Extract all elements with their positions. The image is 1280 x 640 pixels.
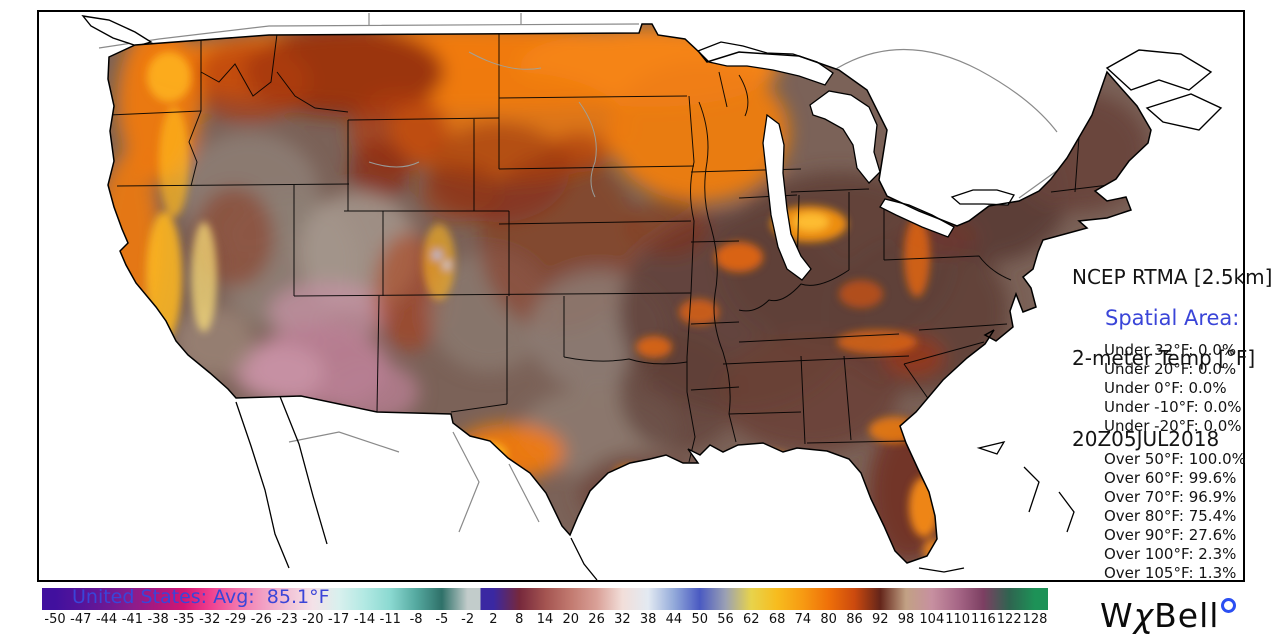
logo-bell: Bell xyxy=(1154,596,1220,635)
lake-erie xyxy=(879,198,955,238)
stat-line: Over 70°F: 96.9% xyxy=(1104,488,1237,506)
colorbar-label: -32 xyxy=(199,612,221,627)
colorbar-label: 20 xyxy=(562,612,580,627)
stat-line: Over 80°F: 75.4% xyxy=(1104,507,1237,525)
colorbar-label: 26 xyxy=(588,612,605,627)
colorbar-label: 74 xyxy=(794,612,812,627)
colorbar-label: 128 xyxy=(1022,612,1048,627)
spatial-stats-under: Under 32°F: 0.0% Under 20°F: 0.0% Under 0°… xyxy=(1104,341,1242,436)
us-summary: United States: Avg: 85.1°F Min: 40.6°F M… xyxy=(72,535,330,640)
valid-time: 20Z05JUL2018 xyxy=(1072,427,1220,451)
colorbar-label: 92 xyxy=(871,612,889,627)
product-name: NCEP RTMA [2.5km] xyxy=(1072,265,1273,289)
colorbar-label: 44 xyxy=(665,612,683,627)
colorbar-label: 110 xyxy=(945,612,971,627)
map-title-block: NCEP RTMA [2.5km] 2-meter Temp [°F] 20Z0… xyxy=(1072,210,1272,507)
stat-line: Over 50°F: 100.0% xyxy=(1104,450,1246,468)
colorbar-gradient xyxy=(42,588,1048,610)
lake-superior xyxy=(696,41,834,86)
logo-chi: χ xyxy=(1133,596,1155,635)
colorbar: -50 -47 -44 -41 -38 -35 -32 -29 -26 -23 -20 -17 -14-… xyxy=(42,588,1048,630)
stat-line: Under 20°F: 0.0% xyxy=(1104,360,1237,378)
colorbar-label: -17 xyxy=(328,612,350,627)
great-lakes xyxy=(696,41,1015,281)
colorbar-label: -8 xyxy=(409,612,423,627)
colorbar-label: 62 xyxy=(743,612,760,627)
colorbar-label: -38 xyxy=(147,612,169,627)
colorbar-label: -41 xyxy=(121,612,143,627)
stat-line: Under -20°F: 0.0% xyxy=(1104,417,1242,435)
colorbar-label: -2 xyxy=(461,612,475,627)
colorbar-label: 80 xyxy=(820,612,837,627)
colorbar-label: 122 xyxy=(996,612,1022,627)
colorbar-label: 86 xyxy=(846,612,863,627)
colorbar-label: -20 xyxy=(302,612,324,627)
colorbar-label: 116 xyxy=(970,612,996,627)
coastal-outlines xyxy=(81,15,1223,131)
us-avg: United States: Avg: 85.1°F xyxy=(72,586,330,608)
stat-line: Over 100°F: 2.3% xyxy=(1104,545,1237,563)
colorbar-label: -26 xyxy=(250,612,272,627)
colorbar-label: -11 xyxy=(379,612,401,627)
spatial-area-title: Spatial Area: xyxy=(1105,306,1240,330)
colorbar-label: -5 xyxy=(435,612,449,627)
mexico-coast xyxy=(235,393,598,580)
colorbar-label: 8 xyxy=(515,612,524,627)
colorbar-label: -14 xyxy=(353,612,376,627)
colorbar-label: 32 xyxy=(614,612,631,627)
stat-line: Under -10°F: 0.0% xyxy=(1104,398,1242,416)
colorbar-label: 50 xyxy=(691,612,709,627)
lake-michigan xyxy=(762,113,812,281)
colorbar-label: 68 xyxy=(768,612,786,627)
colorbar-label: 38 xyxy=(639,612,657,627)
stat-line: Under 32°F: 0.0% xyxy=(1104,341,1237,359)
stat-line: Over 60°F: 99.6% xyxy=(1104,469,1237,487)
colorbar-label: -29 xyxy=(224,612,247,627)
bahamas-outlines xyxy=(918,441,1075,573)
logo-degree-icon xyxy=(1221,598,1237,613)
us-temperature-map xyxy=(81,13,1223,580)
colorbar-label: 56 xyxy=(717,612,734,627)
colorbar-label: -44 xyxy=(95,612,118,627)
colorbar-label: -35 xyxy=(173,612,195,627)
map-frame xyxy=(37,10,1245,582)
stat-line: Over 90°F: 27.6% xyxy=(1104,526,1237,544)
colorbar-label: -50 xyxy=(44,612,66,627)
colorbar-label: -23 xyxy=(276,612,298,627)
colorbar-label: 14 xyxy=(536,612,554,627)
colorbar-label: 2 xyxy=(489,612,498,627)
temperature-raster xyxy=(108,24,1151,563)
spatial-stats-over: Over 50°F: 100.0% Over 60°F: 99.6% Over 70… xyxy=(1104,450,1246,583)
stat-line: Over 105°F: 1.3% xyxy=(1104,564,1237,582)
logo-w: W xyxy=(1100,596,1134,635)
stat-line: Under 0°F: 0.0% xyxy=(1104,379,1227,397)
conus-outline xyxy=(107,23,1152,564)
variable-name: 2-meter Temp [°F] xyxy=(1072,346,1256,370)
river-lines xyxy=(368,51,597,198)
lake-ontario xyxy=(950,189,1015,206)
colorbar-label: 98 xyxy=(897,612,915,627)
lake-huron xyxy=(809,90,881,184)
colorbar-label: 104 xyxy=(919,612,945,627)
weatherbell-logo: WχBell xyxy=(1100,596,1237,635)
colorbar-label: -47 xyxy=(70,612,92,627)
